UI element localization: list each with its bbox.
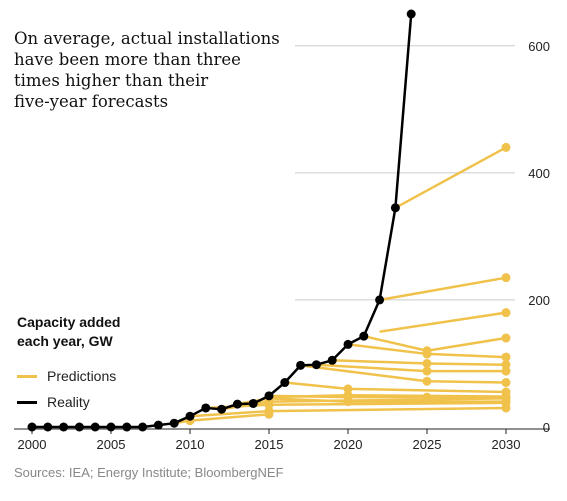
- prediction-point: [501, 366, 511, 376]
- x-tick-label: 2010: [176, 437, 205, 452]
- prediction-point: [343, 392, 353, 402]
- legend-swatch-reality: [17, 400, 37, 404]
- y-tick-label: 400: [528, 166, 550, 181]
- title-line: On average, actual installations: [14, 29, 280, 48]
- legend-item-predictions: Predictions: [17, 363, 120, 389]
- source-note: Sources: IEA; Energy Institute; Bloomber…: [14, 465, 284, 480]
- prediction-point: [343, 384, 353, 394]
- y-tick-label: 200: [528, 293, 550, 308]
- reality-point: [343, 339, 353, 349]
- reality-point: [280, 378, 290, 388]
- legend-label-reality: Reality: [47, 394, 90, 410]
- y-tick-label: 600: [528, 39, 550, 54]
- prediction-line: [284, 381, 507, 394]
- reality-point: [232, 399, 242, 409]
- prediction-point: [422, 346, 432, 356]
- reality-point: [74, 422, 84, 432]
- legend-label-predictions: Predictions: [47, 368, 117, 384]
- legend-item-reality: Reality: [17, 389, 120, 415]
- reality-point: [390, 203, 400, 213]
- reality-point: [185, 411, 195, 421]
- y-tick-label: 0: [543, 420, 550, 435]
- chart-title: On average, actual installations have be…: [14, 28, 314, 112]
- reality-point: [122, 422, 132, 432]
- reality-point: [264, 391, 274, 401]
- legend-title-line: each year, GW: [17, 333, 113, 349]
- prediction-point: [422, 366, 432, 376]
- x-tick-label: 2025: [413, 437, 442, 452]
- legend-title-line: Capacity added: [17, 314, 121, 330]
- prediction-point: [501, 333, 511, 343]
- reality-point: [248, 398, 258, 408]
- x-tick-label: 2020: [334, 437, 363, 452]
- reality-point: [311, 360, 321, 370]
- prediction-point: [501, 352, 511, 362]
- prediction-point: [501, 273, 511, 283]
- title-line: times higher than their: [14, 71, 209, 90]
- prediction-point: [501, 308, 511, 318]
- x-tick-label: 2005: [97, 437, 126, 452]
- prediction-point: [501, 360, 511, 370]
- prediction-line: [379, 311, 507, 333]
- x-tick-label: 2000: [18, 437, 47, 452]
- reality-point: [375, 295, 385, 305]
- prediction-point: [264, 406, 274, 416]
- x-tick-label: 2015: [255, 437, 284, 452]
- prediction-line: [268, 394, 506, 399]
- reality-point: [59, 422, 69, 432]
- reality-point: [90, 422, 100, 432]
- prediction-line: [189, 406, 507, 418]
- title-line: five-year forecasts: [14, 92, 169, 111]
- reality-point: [406, 9, 416, 19]
- reality-point: [153, 420, 163, 430]
- prediction-line: [394, 146, 507, 209]
- reality-point: [106, 422, 116, 432]
- prediction-line: [300, 364, 507, 384]
- prediction-point: [422, 376, 432, 386]
- prediction-point: [422, 358, 432, 368]
- reality-point: [169, 418, 179, 428]
- legend-title: Capacity added each year, GW: [17, 313, 120, 351]
- prediction-point: [501, 378, 511, 388]
- reality-point: [138, 422, 148, 432]
- reality-point: [201, 403, 211, 413]
- reality-point: [327, 355, 337, 365]
- x-tick-label: 2030: [492, 437, 521, 452]
- reality-point: [359, 331, 369, 341]
- title-line: have been more than three: [14, 50, 241, 69]
- prediction-point: [501, 387, 511, 397]
- prediction-line: [379, 276, 507, 302]
- reality-point: [43, 422, 53, 432]
- reality-point: [217, 404, 227, 414]
- legend: Capacity added each year, GW Predictions…: [17, 313, 120, 415]
- reality-point: [296, 360, 306, 370]
- legend-swatch-predictions: [17, 374, 37, 378]
- prediction-line: [332, 359, 507, 366]
- prediction-point: [422, 392, 432, 402]
- prediction-point: [501, 142, 511, 152]
- reality-point: [27, 422, 37, 432]
